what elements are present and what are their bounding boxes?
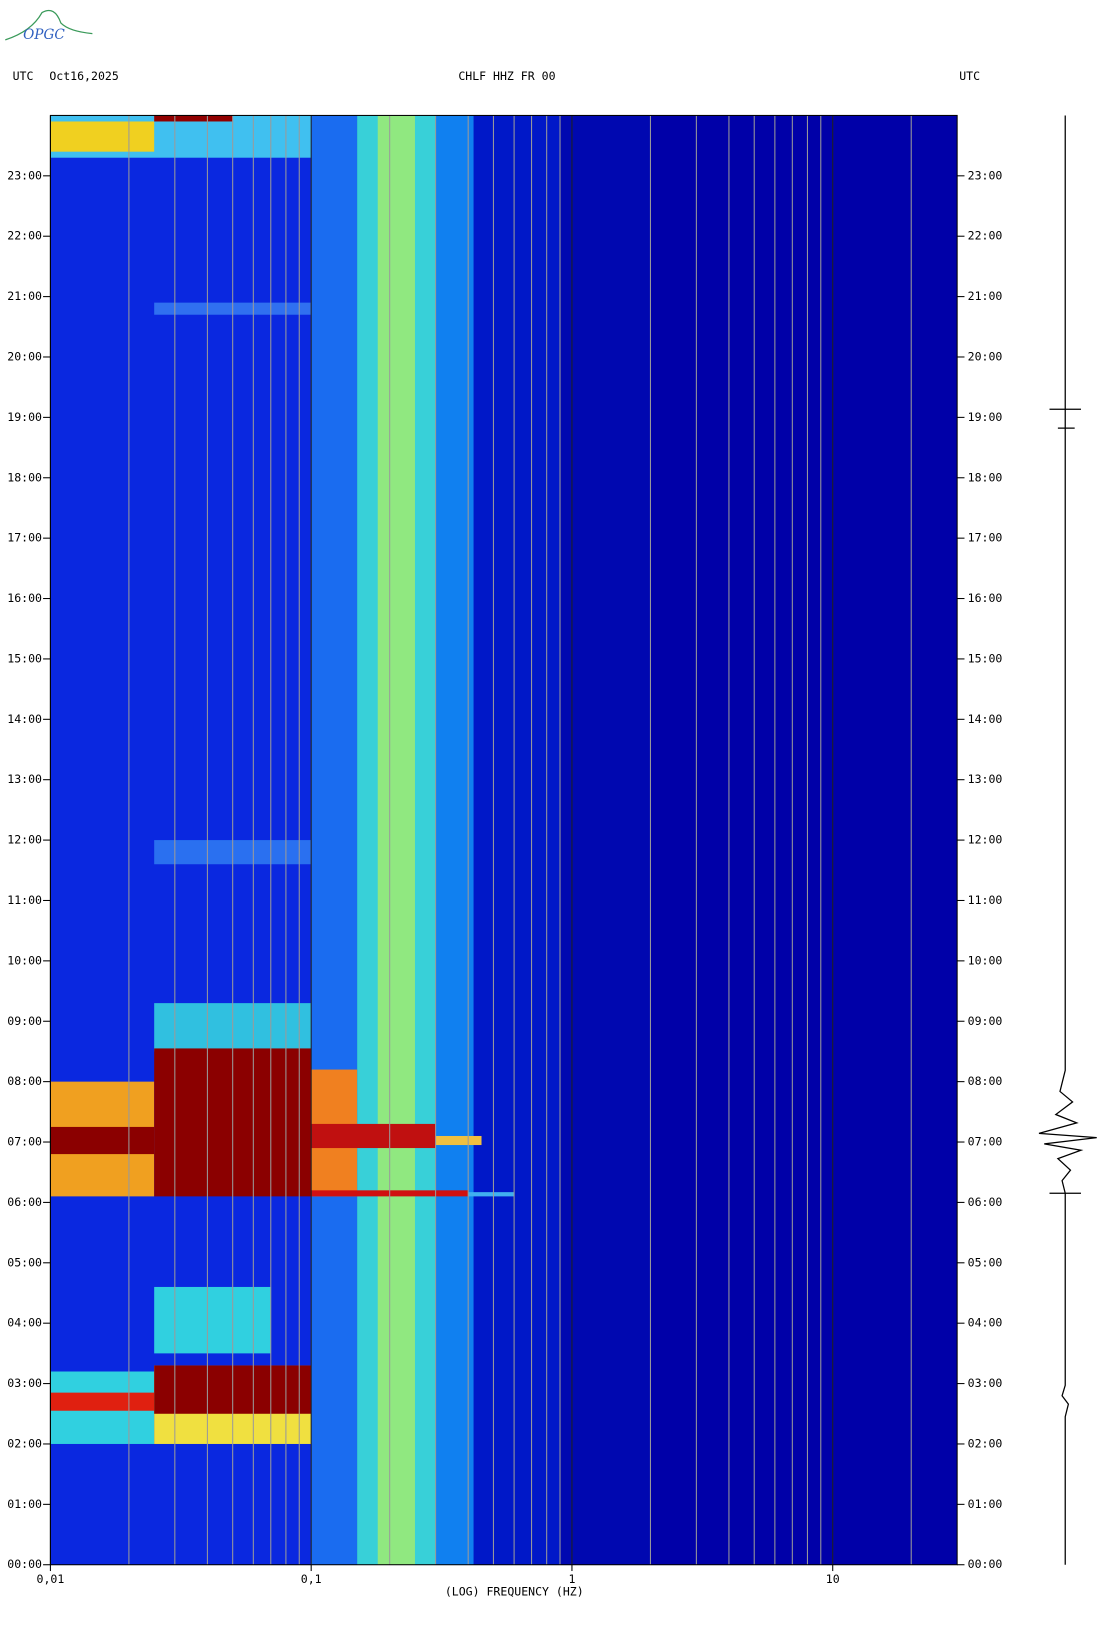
y-tick-label: 04:00 <box>968 1316 1003 1330</box>
header-date: Oct16,2025 <box>49 69 118 83</box>
y-tick-label: 09:00 <box>968 1014 1003 1028</box>
y-tick-label: 01:00 <box>7 1497 42 1511</box>
y-tick-label: 15:00 <box>7 651 42 665</box>
spectrogram-region <box>435 115 474 1565</box>
y-tick-label: 22:00 <box>7 229 42 243</box>
spectrogram-region <box>50 1392 155 1411</box>
spectrogram-region <box>50 1126 155 1155</box>
y-tick-label: 02:00 <box>968 1436 1003 1450</box>
logo: OPGC <box>23 27 65 43</box>
y-tick-label: 19:00 <box>968 410 1003 424</box>
y-tick-label: 15:00 <box>968 651 1003 665</box>
x-tick-label: 0,1 <box>301 1572 322 1586</box>
y-tick-label: 07:00 <box>7 1135 42 1149</box>
spectrogram-region <box>311 1123 436 1149</box>
seismogram-trace <box>1038 115 1097 1565</box>
y-tick-label: 05:00 <box>7 1255 42 1269</box>
spectrogram-region <box>468 1192 515 1197</box>
spectrogram-region <box>311 115 358 1565</box>
x-tick-label: 10 <box>826 1572 840 1586</box>
spectrogram-region <box>154 115 233 122</box>
y-tick-label: 04:00 <box>7 1316 42 1330</box>
y-tick-label: 00:00 <box>968 1557 1003 1571</box>
y-tick-label: 17:00 <box>968 531 1003 545</box>
y-tick-label: 16:00 <box>7 591 42 605</box>
y-tick-label: 22:00 <box>968 229 1003 243</box>
y-tick-label: 18:00 <box>7 470 42 484</box>
y-tick-label: 11:00 <box>968 893 1003 907</box>
y-tick-label: 23:00 <box>7 168 42 182</box>
y-tick-label: 12:00 <box>7 833 42 847</box>
y-tick-label: 06:00 <box>7 1195 42 1209</box>
y-tick-label: 16:00 <box>968 591 1003 605</box>
spectrogram-region <box>154 1286 271 1354</box>
spectrogram-region <box>473 115 561 1565</box>
y-tick-label: 08:00 <box>7 1074 42 1088</box>
chart-title: CHLF HHZ FR 00 <box>458 69 555 83</box>
y-tick-label: 21:00 <box>7 289 42 303</box>
y-tick-label: 08:00 <box>968 1074 1003 1088</box>
y-tick-label: 02:00 <box>7 1436 42 1450</box>
y-tick-label: 17:00 <box>7 531 42 545</box>
spectrogram-region <box>435 1135 482 1146</box>
logo-swoosh <box>5 9 93 41</box>
y-tick-label: 23:00 <box>968 168 1003 182</box>
y-tick-label: 20:00 <box>7 349 42 363</box>
y-tick-label: 10:00 <box>7 953 42 967</box>
y-tick-label: 09:00 <box>7 1014 42 1028</box>
x-axis-label: (LOG) FREQUENCY (HZ) <box>445 1585 584 1599</box>
y-tick-label: 18:00 <box>968 470 1003 484</box>
y-tick-label: 05:00 <box>968 1255 1003 1269</box>
y-tick-label: 11:00 <box>7 893 42 907</box>
header-zone: UTC <box>959 69 980 83</box>
y-tick-label: 07:00 <box>968 1135 1003 1149</box>
y-tick-label: 13:00 <box>7 772 42 786</box>
y-tick-label: 03:00 <box>968 1376 1003 1390</box>
y-tick-label: 10:00 <box>968 953 1003 967</box>
y-tick-label: 14:00 <box>968 712 1003 726</box>
spectrogram-region <box>50 121 155 152</box>
y-tick-label: 14:00 <box>7 712 42 726</box>
y-tick-label: 00:00 <box>7 1557 42 1571</box>
y-tick-label: 12:00 <box>968 833 1003 847</box>
x-tick-label: 0,01 <box>37 1572 65 1586</box>
spectrogram-region <box>560 115 651 1565</box>
header-zone: UTC <box>13 69 34 83</box>
y-tick-label: 20:00 <box>968 349 1003 363</box>
y-tick-label: 06:00 <box>968 1195 1003 1209</box>
y-tick-label: 03:00 <box>7 1376 42 1390</box>
y-tick-label: 19:00 <box>7 410 42 424</box>
y-tick-label: 21:00 <box>968 289 1003 303</box>
y-tick-label: 13:00 <box>968 772 1003 786</box>
x-tick-label: 1 <box>568 1572 575 1586</box>
y-tick-label: 01:00 <box>968 1497 1003 1511</box>
spectrogram-region <box>377 115 415 1565</box>
